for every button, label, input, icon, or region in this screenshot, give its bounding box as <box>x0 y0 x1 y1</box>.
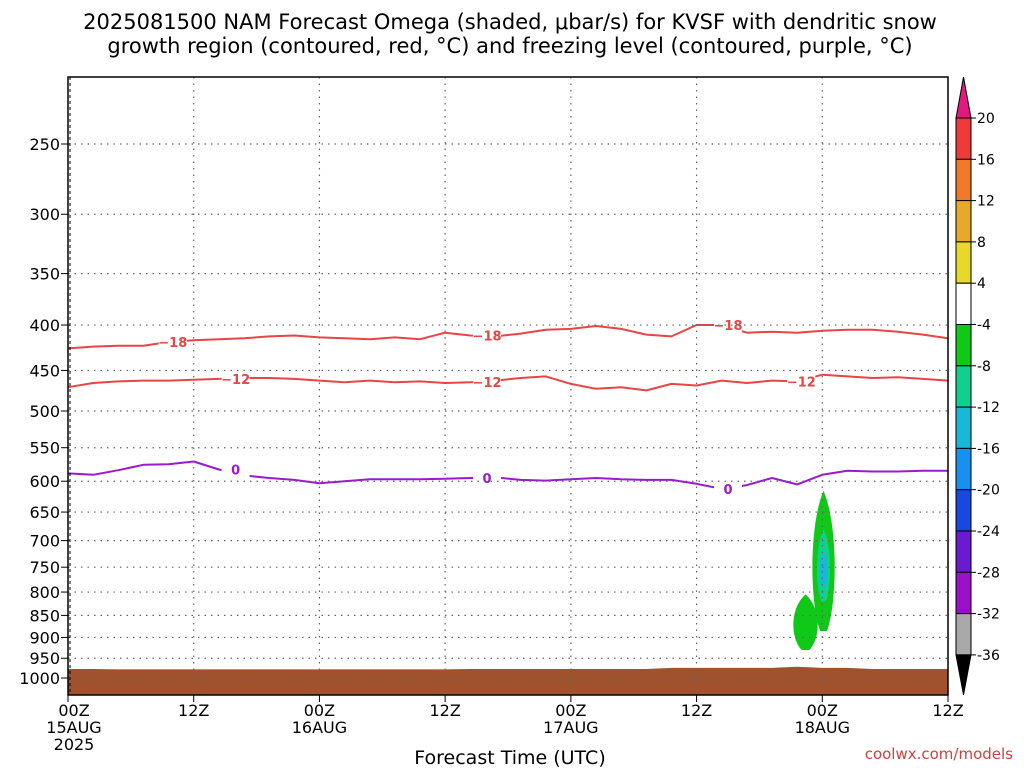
y-tick-label-1000: 1000 <box>19 669 60 688</box>
contour-label-bg <box>473 374 502 391</box>
colorbar-label-12: -32 <box>977 607 1000 623</box>
contour-label-bg <box>221 461 250 478</box>
contour-label-0-1: 0 <box>483 472 492 487</box>
colorbar-label-0: 20 <box>977 111 995 127</box>
colorbar-segment-8 <box>955 447 972 491</box>
y-tick-label-850: 850 <box>29 606 60 625</box>
contour-label-bg <box>787 373 816 390</box>
contour-label--12-2: −12 <box>787 375 816 390</box>
colorbar-label-10: -24 <box>977 524 1000 540</box>
x-tick-label-6-line2: 18AUG <box>795 718 850 737</box>
colorbar-label-2: 12 <box>977 194 995 210</box>
colorbar-segment-7 <box>955 406 972 449</box>
colorbar-segment-11 <box>955 571 972 615</box>
colorbar-bottom-arrow <box>955 654 972 695</box>
colorbar-label-8: -16 <box>977 441 1000 457</box>
chart-title-line-1: 2025081500 NAM Forecast Omega (shaded, μ… <box>83 10 937 34</box>
chart-title-line-2: growth region (contoured, red, °C) and f… <box>107 34 912 58</box>
omega-shade-0-1 <box>793 594 818 651</box>
colorbar-segment-12 <box>955 613 972 656</box>
y-tick-label-400: 400 <box>29 316 60 335</box>
x-tick-label-6-line1: 00Z <box>807 701 838 720</box>
contour-label-0-0: 0 <box>231 463 240 478</box>
contour-label--12-1: −12 <box>473 376 502 391</box>
colorbar-segment-10 <box>955 530 972 573</box>
colorbar: 20 16 12 8 4 -4 -8 -12 -16 -20 -24 -28 -32 -36 <box>955 76 1000 695</box>
y-tick-label-750: 750 <box>29 558 60 577</box>
y-tick-label-300: 300 <box>29 205 60 224</box>
y-tick-label-650: 650 <box>29 503 60 522</box>
x-tick-label-0-line2: 15AUG <box>46 718 101 737</box>
y-tick-label-950: 950 <box>29 649 60 668</box>
x-axis-title: Forecast Time (UTC) <box>414 747 605 768</box>
plot-frame <box>67 76 949 696</box>
x-tick-label-0-line1: 00Z <box>58 701 89 720</box>
x-tick-label-3-line1: 12Z <box>429 701 460 720</box>
contour-label--18-2: −18 <box>714 319 743 334</box>
colorbar-top-arrow <box>955 76 972 119</box>
axes-layer: 250 300 350 400 450 500 550 600 650 700 750 800 850 9… <box>19 76 964 754</box>
colorbar-label-3: 8 <box>977 235 986 251</box>
contour-line-0 <box>67 460 948 490</box>
colorbar-segment-3 <box>955 241 972 284</box>
x-tick-label-0-line3: 2025 <box>54 735 95 754</box>
colorbar-segment-5 <box>955 324 972 367</box>
colorbar-label-7: -12 <box>977 400 1000 416</box>
colorbar-label-4: 4 <box>977 276 986 292</box>
colorbar-label-9: -20 <box>977 483 1000 499</box>
contour-label--18-1: −18 <box>473 329 502 344</box>
y-tick-label-550: 550 <box>29 439 60 458</box>
contour-line--18 <box>67 324 949 350</box>
omega-shade-2-0 <box>819 551 828 588</box>
y-tick-label-900: 900 <box>29 628 60 647</box>
colorbar-label-1: 16 <box>977 152 995 168</box>
y-tick-label-600: 600 <box>29 472 60 491</box>
colorbar-segment-2 <box>955 200 972 243</box>
colorbar-segment-4 <box>955 282 972 326</box>
x-tick-label-5-line1: 12Z <box>681 701 712 720</box>
contour-label-bg <box>158 334 187 351</box>
contour-label-bg <box>221 370 250 387</box>
y-tick-label-500: 500 <box>29 402 60 421</box>
colorbar-segment-6 <box>955 365 972 408</box>
x-tick-label-4-line2: 17AUG <box>543 718 598 737</box>
y-tick-label-800: 800 <box>29 583 60 602</box>
colorbar-label-11: -28 <box>977 565 1000 581</box>
y-tick-label-250: 250 <box>29 135 60 154</box>
contour-label-bg <box>473 470 502 487</box>
contour-label--12-0: −12 <box>221 373 250 388</box>
y-tick-label-350: 350 <box>29 265 60 284</box>
y-tick-label-450: 450 <box>29 361 60 380</box>
y-tick-label-700: 700 <box>29 532 60 551</box>
contour-line--12 <box>67 373 949 392</box>
x-tick-label-4-line1: 00Z <box>555 701 586 720</box>
x-tick-label-2-line2: 16AUG <box>292 718 347 737</box>
plot-area: −18 −18 −18 −12 −12 −12 0 0 0 <box>67 317 949 695</box>
contour-label-bg <box>473 327 502 344</box>
x-tick-label-1-line1: 12Z <box>178 701 209 720</box>
contour-label-bg <box>714 317 742 334</box>
colorbar-label-13: -36 <box>977 648 1000 664</box>
contour-label-bg <box>714 480 742 497</box>
contour-label--18-0: −18 <box>158 336 187 351</box>
colorbar-segment-9 <box>955 489 972 532</box>
colorbar-label-6: -8 <box>977 359 991 375</box>
website-credit: coolwx.com/models <box>865 745 1013 763</box>
colorbar-label-5: -4 <box>977 318 991 334</box>
x-tick-label-7-line1: 12Z <box>932 701 963 720</box>
colorbar-segment-0 <box>955 117 972 160</box>
terrain-fill <box>68 666 948 695</box>
contour-label-0-2: 0 <box>723 483 732 498</box>
colorbar-segment-1 <box>955 158 972 202</box>
x-tick-label-2-line1: 00Z <box>304 701 335 720</box>
